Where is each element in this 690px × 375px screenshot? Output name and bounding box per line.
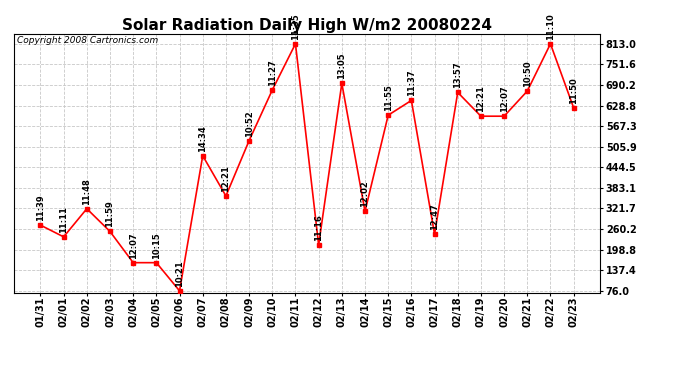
Text: 14:34: 14:34 bbox=[198, 125, 207, 152]
Text: 11:35: 11:35 bbox=[291, 13, 300, 40]
Text: 13:57: 13:57 bbox=[453, 62, 462, 88]
Text: 11:55: 11:55 bbox=[384, 84, 393, 111]
Text: 10:50: 10:50 bbox=[523, 60, 532, 87]
Text: 12:07: 12:07 bbox=[129, 232, 138, 258]
Text: 11:59: 11:59 bbox=[106, 201, 115, 227]
Text: 10:52: 10:52 bbox=[244, 110, 254, 136]
Text: 11:27: 11:27 bbox=[268, 59, 277, 86]
Text: 12:21: 12:21 bbox=[476, 85, 485, 112]
Text: 11:39: 11:39 bbox=[36, 194, 45, 221]
Text: 12:07: 12:07 bbox=[500, 86, 509, 112]
Text: Copyright 2008 Cartronics.com: Copyright 2008 Cartronics.com bbox=[17, 36, 158, 45]
Title: Solar Radiation Daily High W/m2 20080224: Solar Radiation Daily High W/m2 20080224 bbox=[122, 18, 492, 33]
Text: 11:50: 11:50 bbox=[569, 77, 578, 104]
Text: 12:02: 12:02 bbox=[360, 180, 370, 207]
Text: 13:05: 13:05 bbox=[337, 53, 346, 79]
Text: 10:21: 10:21 bbox=[175, 260, 184, 286]
Text: 11:16: 11:16 bbox=[314, 214, 323, 241]
Text: 11:11: 11:11 bbox=[59, 206, 68, 233]
Text: 11:10: 11:10 bbox=[546, 13, 555, 40]
Text: 11:48: 11:48 bbox=[82, 178, 91, 204]
Text: 12:21: 12:21 bbox=[221, 165, 230, 192]
Text: 11:37: 11:37 bbox=[407, 70, 416, 96]
Text: 10:15: 10:15 bbox=[152, 232, 161, 258]
Text: 12:47: 12:47 bbox=[430, 203, 439, 230]
